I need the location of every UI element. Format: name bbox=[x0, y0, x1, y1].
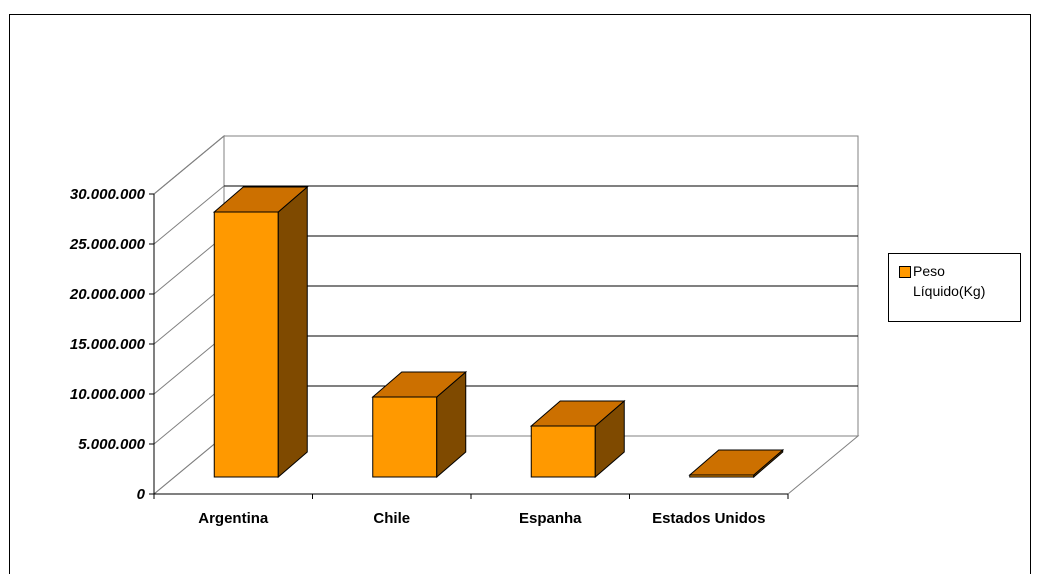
y-tick-labels: 0 5.000.000 10.000.000 15.000.000 20.000.000… bbox=[69, 186, 146, 503]
side-wall-top bbox=[153, 135, 225, 195]
bar-estados-unidos bbox=[688, 448, 785, 479]
bar-front bbox=[530, 425, 596, 478]
y-tick-label: 30.000.000 bbox=[70, 186, 146, 203]
bar-chile bbox=[371, 370, 468, 479]
bar-argentina bbox=[212, 185, 309, 479]
x-category-label: Chile bbox=[373, 510, 410, 527]
bar-top bbox=[212, 186, 309, 213]
y-tick-label: 25.000.000 bbox=[69, 236, 146, 253]
gridlines bbox=[153, 135, 858, 445]
y-tick-label: 5.000.000 bbox=[78, 436, 145, 453]
bar-chart: 0 5.000.000 10.000.000 15.000.000 20.000.000… bbox=[69, 134, 860, 527]
side-gridline bbox=[153, 185, 225, 245]
x-category-label: Argentina bbox=[198, 510, 269, 527]
legend-label-line1: Peso bbox=[913, 263, 945, 279]
axes bbox=[149, 193, 789, 499]
y-tick-label: 20.000.000 bbox=[69, 286, 146, 303]
bar-top bbox=[371, 371, 468, 398]
legend-label-line2: Líquido(Kg) bbox=[913, 283, 986, 299]
bar-front bbox=[372, 396, 438, 478]
y-tick-label: 15.000.000 bbox=[70, 336, 146, 353]
bar-top bbox=[688, 449, 785, 476]
bar-top bbox=[529, 400, 626, 427]
x-category-label: Espanha bbox=[519, 510, 582, 527]
side-gridline bbox=[153, 335, 225, 395]
side-gridline bbox=[153, 385, 225, 445]
bar-espanha bbox=[529, 399, 626, 479]
legend: Peso Líquido(Kg) bbox=[888, 253, 1021, 322]
bars bbox=[212, 185, 785, 479]
chart-frame bbox=[9, 14, 1031, 574]
bar-side bbox=[277, 185, 308, 479]
legend-text: Peso Líquido(Kg) bbox=[913, 261, 1013, 301]
y-tick-label: 0 bbox=[137, 486, 146, 503]
legend-swatch bbox=[899, 266, 911, 278]
x-category-label: Estados Unidos bbox=[652, 510, 765, 527]
y-tick-label: 10.000.000 bbox=[70, 386, 146, 403]
bar-front bbox=[213, 211, 279, 478]
side-gridline bbox=[153, 285, 225, 345]
x-category-labels: Argentina Chile Espanha Estados Unidos bbox=[198, 510, 765, 527]
side-gridline bbox=[153, 235, 225, 295]
